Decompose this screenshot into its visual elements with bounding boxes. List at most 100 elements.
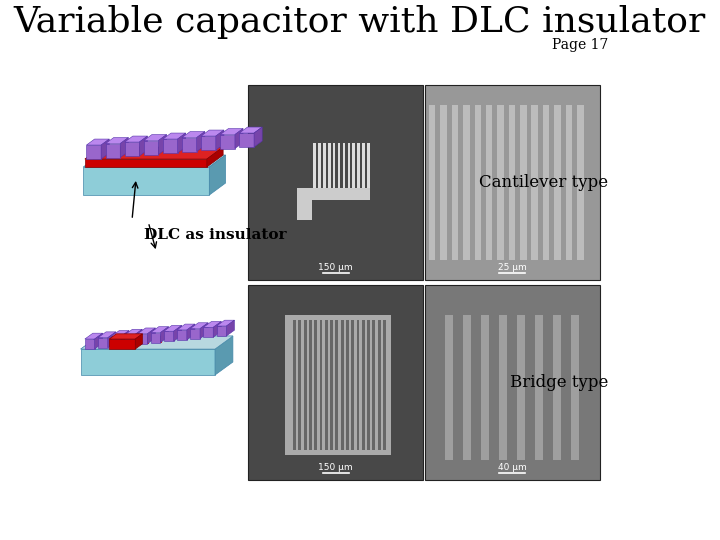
- Polygon shape: [215, 336, 233, 375]
- Polygon shape: [197, 132, 204, 152]
- Bar: [474, 105, 481, 260]
- Bar: [509, 105, 516, 260]
- Bar: [338, 143, 341, 188]
- Text: Cantilever type: Cantilever type: [479, 174, 608, 191]
- Polygon shape: [98, 338, 108, 348]
- Polygon shape: [101, 139, 109, 159]
- Bar: [463, 315, 472, 460]
- Bar: [543, 105, 549, 260]
- Polygon shape: [220, 129, 243, 134]
- Polygon shape: [161, 327, 168, 342]
- Polygon shape: [240, 133, 254, 147]
- Bar: [425, 285, 600, 480]
- Polygon shape: [204, 321, 221, 327]
- Bar: [451, 105, 458, 260]
- Bar: [356, 320, 359, 450]
- Bar: [570, 315, 579, 460]
- Polygon shape: [177, 330, 187, 340]
- Bar: [341, 320, 343, 450]
- Polygon shape: [138, 334, 148, 344]
- Polygon shape: [174, 334, 175, 341]
- Polygon shape: [217, 320, 235, 326]
- Bar: [298, 320, 301, 450]
- Polygon shape: [134, 338, 136, 345]
- Polygon shape: [200, 323, 208, 339]
- Polygon shape: [210, 155, 225, 195]
- Polygon shape: [182, 132, 204, 138]
- Bar: [441, 105, 447, 260]
- Polygon shape: [109, 339, 135, 349]
- Polygon shape: [164, 331, 174, 341]
- Text: 40 µm: 40 µm: [498, 463, 527, 472]
- Bar: [297, 188, 370, 200]
- Polygon shape: [158, 134, 166, 154]
- Text: Page 17: Page 17: [552, 38, 608, 52]
- Polygon shape: [254, 127, 262, 147]
- Polygon shape: [125, 329, 142, 335]
- Polygon shape: [140, 136, 148, 156]
- Bar: [372, 320, 375, 450]
- Polygon shape: [85, 339, 94, 349]
- Bar: [535, 315, 543, 460]
- Bar: [313, 143, 316, 188]
- Bar: [383, 320, 386, 450]
- Polygon shape: [190, 329, 200, 339]
- Text: Variable capacitor with DLC insulator: Variable capacitor with DLC insulator: [14, 5, 706, 39]
- Polygon shape: [201, 130, 224, 136]
- Text: 25 µm: 25 µm: [498, 263, 527, 272]
- Bar: [323, 143, 325, 188]
- Bar: [351, 320, 354, 450]
- Text: 150 µm: 150 µm: [318, 463, 353, 472]
- Bar: [297, 190, 312, 220]
- Bar: [566, 105, 572, 260]
- Polygon shape: [144, 134, 166, 140]
- Bar: [481, 315, 489, 460]
- Bar: [577, 105, 583, 260]
- Bar: [318, 143, 320, 188]
- Polygon shape: [86, 145, 101, 159]
- Bar: [330, 320, 333, 450]
- Polygon shape: [111, 336, 121, 347]
- Bar: [309, 320, 312, 450]
- Polygon shape: [148, 328, 156, 344]
- Polygon shape: [81, 336, 233, 349]
- Polygon shape: [163, 133, 186, 139]
- Polygon shape: [164, 326, 181, 331]
- Bar: [343, 143, 345, 188]
- Bar: [320, 320, 323, 450]
- Bar: [425, 85, 600, 280]
- Polygon shape: [174, 326, 181, 341]
- Polygon shape: [240, 127, 262, 133]
- Polygon shape: [204, 327, 213, 338]
- Bar: [333, 143, 336, 188]
- Polygon shape: [187, 333, 189, 340]
- Bar: [325, 320, 328, 450]
- Bar: [248, 285, 423, 480]
- Bar: [486, 105, 492, 260]
- Polygon shape: [111, 330, 129, 336]
- Polygon shape: [148, 337, 149, 344]
- Polygon shape: [216, 130, 224, 150]
- Polygon shape: [109, 334, 143, 339]
- Polygon shape: [226, 320, 235, 336]
- Bar: [362, 143, 365, 188]
- Polygon shape: [84, 167, 210, 195]
- Bar: [553, 315, 561, 460]
- Bar: [531, 105, 538, 260]
- Bar: [498, 105, 504, 260]
- Text: Bridge type: Bridge type: [510, 374, 608, 391]
- Bar: [445, 315, 454, 460]
- Bar: [362, 320, 365, 450]
- Polygon shape: [217, 326, 226, 336]
- Polygon shape: [81, 336, 233, 349]
- Polygon shape: [108, 332, 116, 348]
- Polygon shape: [150, 327, 168, 333]
- Text: DLC as insulator: DLC as insulator: [144, 228, 287, 242]
- Polygon shape: [85, 147, 223, 159]
- Bar: [353, 143, 355, 188]
- Polygon shape: [94, 333, 103, 349]
- Bar: [367, 320, 370, 450]
- Bar: [293, 320, 296, 450]
- Bar: [328, 143, 330, 188]
- Polygon shape: [178, 133, 186, 153]
